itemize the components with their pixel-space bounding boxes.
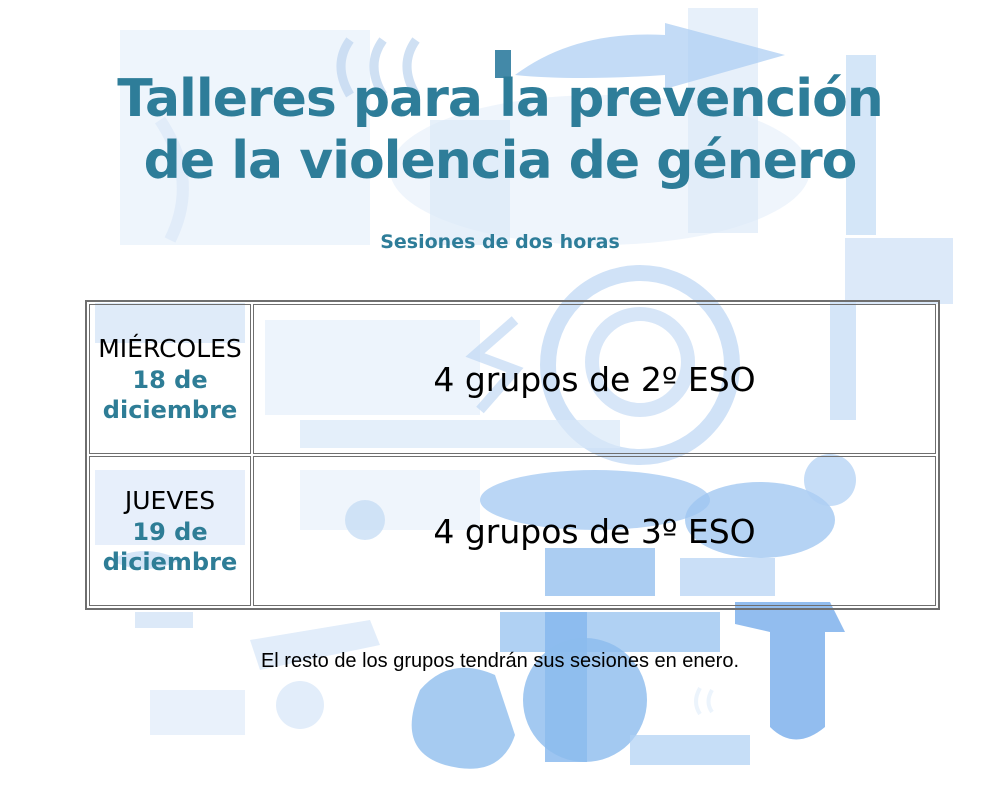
table-row-wednesday: MIÉRCOLES 18 de diciembre 4 grupos de 2º… <box>89 304 936 454</box>
poster-title-line-1: Talleres para la prevención <box>117 69 884 129</box>
day-date: 18 de diciembre <box>102 366 238 424</box>
poster-title: Talleres para la prevención de la violen… <box>0 68 1000 192</box>
poster-title-line-2: de la violencia de género <box>143 131 858 191</box>
day-name: JUEVES <box>124 486 216 515</box>
day-cell-thursday: JUEVES 19 de diciembre <box>89 456 251 606</box>
day-name: MIÉRCOLES <box>98 334 242 363</box>
table-row-thursday: JUEVES 19 de diciembre 4 grupos de 3º ES… <box>89 456 936 606</box>
schedule-table: MIÉRCOLES 18 de diciembre 4 grupos de 2º… <box>85 300 940 610</box>
day-cell-wednesday: MIÉRCOLES 18 de diciembre <box>89 304 251 454</box>
group-cell-wednesday: 4 grupos de 2º ESO <box>253 304 936 454</box>
group-cell-thursday: 4 grupos de 3º ESO <box>253 456 936 606</box>
poster-subtitle: Sesiones de dos horas <box>380 231 620 253</box>
day-date: 19 de diciembre <box>102 518 238 576</box>
footer-note: El resto de los grupos tendrán sus sesio… <box>260 650 740 672</box>
